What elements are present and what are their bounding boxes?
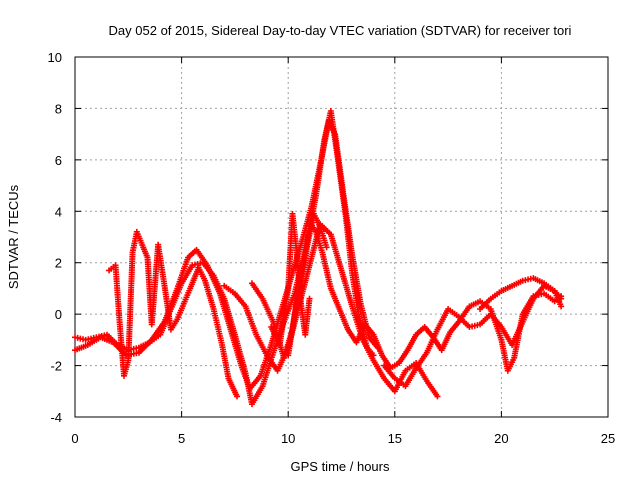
y-tick-label: -4 <box>50 410 62 425</box>
y-tick-label: 8 <box>55 101 62 116</box>
x-tick-label: 15 <box>388 431 402 446</box>
data-point <box>558 303 565 310</box>
data-point <box>434 393 441 400</box>
data-point <box>558 295 565 302</box>
y-tick-label: 0 <box>55 307 62 322</box>
chart-title: Day 052 of 2015, Sidereal Day-to-day VTE… <box>109 23 572 38</box>
x-tick-label: 5 <box>178 431 185 446</box>
plot-frame <box>74 56 609 418</box>
series-sat-f <box>381 282 565 390</box>
data-points <box>72 108 565 408</box>
y-tick-label: 6 <box>55 153 62 168</box>
x-tick-label: 10 <box>281 431 295 446</box>
y-tick-label: 10 <box>48 50 62 65</box>
data-point <box>323 244 330 251</box>
data-point <box>306 295 313 302</box>
x-tick-label: 0 <box>71 431 78 446</box>
y-tick-label: 4 <box>55 204 62 219</box>
series-sat-c <box>106 228 241 400</box>
x-axis-label: GPS time / hours <box>291 459 390 474</box>
series-sat-g <box>477 275 565 312</box>
y-axis-label: SDTVAR / TECUs <box>6 184 21 289</box>
tick-marks <box>74 56 609 418</box>
series-sat-h <box>248 210 330 361</box>
x-tick-label: 25 <box>601 431 615 446</box>
y-tick-label: -2 <box>50 359 62 374</box>
y-tick-label: 2 <box>55 256 62 271</box>
x-tick-labels: 0 5 10 15 20 25 <box>71 431 615 446</box>
series-sat-i <box>268 210 313 348</box>
x-tick-label: 20 <box>494 431 508 446</box>
data-point <box>234 393 241 400</box>
y-tick-labels: -4 -2 0 2 4 6 8 10 <box>48 50 62 425</box>
